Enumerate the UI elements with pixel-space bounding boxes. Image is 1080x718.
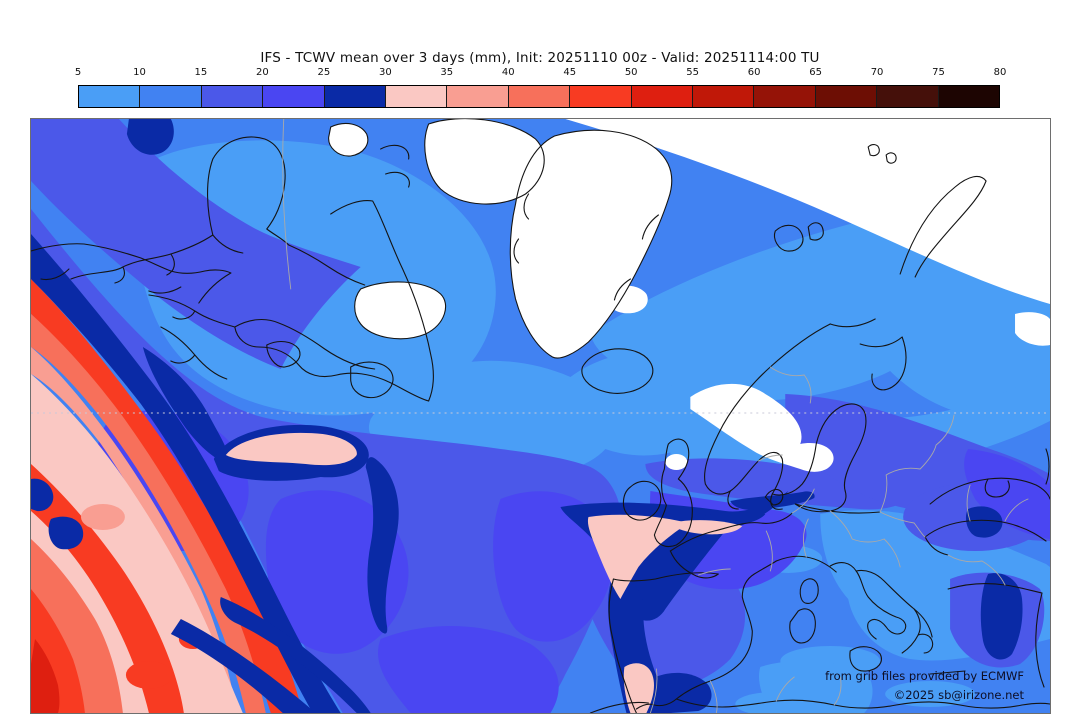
colorbar-bar bbox=[78, 85, 1000, 108]
colorbar-tick-70: 70 bbox=[870, 67, 884, 78]
colorbar-segment-35-40 bbox=[447, 86, 509, 107]
colorbar-segment-40-45 bbox=[508, 86, 571, 107]
colorbar-tick-45: 45 bbox=[563, 67, 577, 78]
colorbar-tick-15: 15 bbox=[194, 67, 208, 78]
colorbar-tick-25: 25 bbox=[317, 67, 331, 78]
colorbar-segment-60-65 bbox=[754, 86, 816, 107]
colorbar-tick-60: 60 bbox=[747, 67, 761, 78]
map-attribution: from grib files provided by ECMWF ©2025 … bbox=[825, 667, 1024, 705]
colorbar-segment-5-10 bbox=[79, 86, 141, 107]
colorbar-segment-45-50 bbox=[570, 86, 632, 107]
colorbar-segment-70-75 bbox=[877, 86, 939, 107]
colorbar-tick-40: 40 bbox=[501, 67, 515, 78]
tcwv-map-svg bbox=[31, 119, 1050, 713]
colorbar-tick-35: 35 bbox=[440, 67, 454, 78]
attribution-copyright: ©2025 sb@irizone.net bbox=[893, 688, 1024, 703]
colorbar-tick-20: 20 bbox=[256, 67, 269, 78]
colorbar-tick-80: 80 bbox=[993, 67, 1007, 78]
colorbar-tick-30: 30 bbox=[378, 67, 392, 78]
colorbar-segment-65-70 bbox=[815, 86, 878, 107]
colorbar-segment-55-60 bbox=[693, 86, 755, 107]
map-coastlines bbox=[31, 119, 1050, 713]
colorbar-tick-50: 50 bbox=[624, 67, 638, 78]
colorbar-tick-10: 10 bbox=[133, 67, 146, 78]
colorbar-segment-50-55 bbox=[631, 86, 694, 107]
colorbar-segment-30-35 bbox=[386, 86, 448, 107]
page-title: IFS - TCWV mean over 3 days (mm), Init: … bbox=[260, 50, 820, 66]
colorbar-segment-75-80 bbox=[938, 86, 1000, 107]
colorbar-tick-55: 55 bbox=[686, 67, 700, 78]
colorbar-tick-65: 65 bbox=[809, 67, 822, 78]
colorbar-segment-15-20 bbox=[201, 86, 264, 107]
colorbar-segment-10-15 bbox=[140, 86, 202, 107]
colorbar-ticks: 5 10 15 20 25 30 35 40 45 50 55 60 65 70 75 80 bbox=[74, 67, 1007, 81]
colorbar-tick-75: 75 bbox=[932, 67, 945, 78]
attribution-source: from grib files provided by ECMWF bbox=[825, 669, 1024, 684]
colorbar-tick-5: 5 bbox=[74, 67, 82, 78]
map-admin-borders bbox=[282, 119, 1029, 713]
colorbar-segment-25-30 bbox=[324, 86, 387, 107]
colorbar-segment-20-25 bbox=[263, 86, 325, 107]
weather-map: from grib files provided by ECMWF ©2025 … bbox=[30, 118, 1051, 714]
